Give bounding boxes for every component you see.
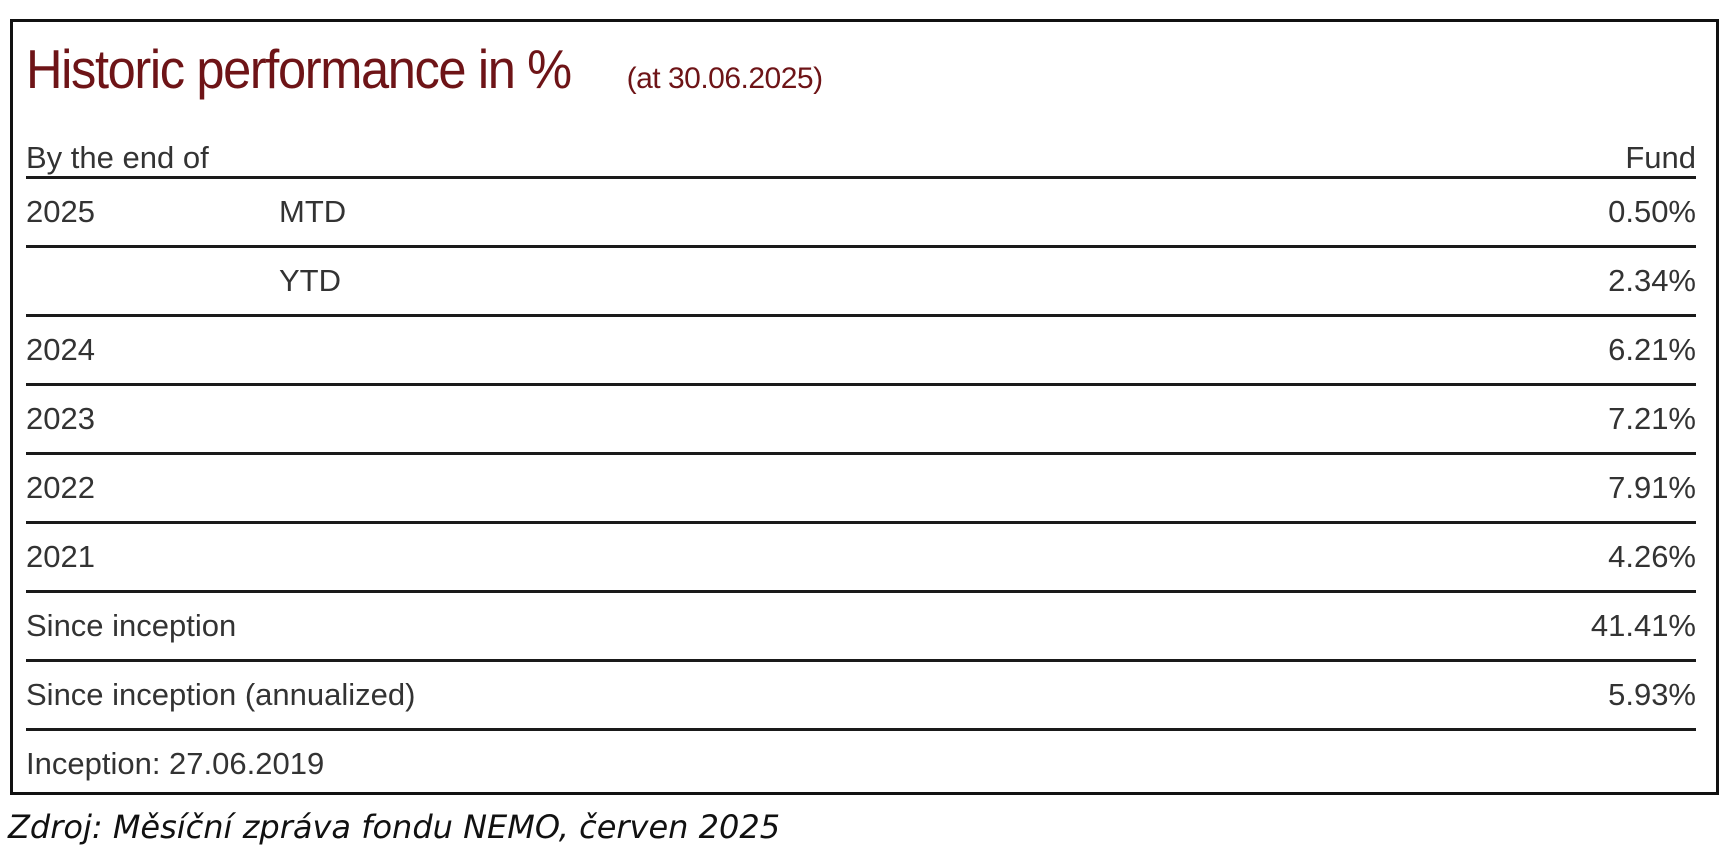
panel-title: Historic performance in % (at 30.06.2025… xyxy=(26,42,823,104)
row-value: 5.93% xyxy=(1608,677,1696,712)
row-label: Since inception (annualized) xyxy=(26,677,416,712)
table-header-row: By the end of Fund xyxy=(26,122,1696,179)
performance-table: By the end of Fund 2025 MTD 0.50% YTD 2.… xyxy=(26,122,1696,797)
row-label: 2022 xyxy=(26,470,95,505)
row-sublabel: MTD xyxy=(279,194,347,229)
row-sublabel: YTD xyxy=(279,263,341,298)
table-row: Since inception 41.41% xyxy=(26,593,1696,662)
table-row: 2025 MTD 0.50% xyxy=(26,179,1696,248)
table-row: 2022 7.91% xyxy=(26,455,1696,524)
row-label: 2021 xyxy=(26,539,95,574)
row-value: 4.26% xyxy=(1608,539,1696,574)
row-label: 2025 xyxy=(26,194,95,229)
table-footer-row: Inception: 27.06.2019 xyxy=(26,731,1696,797)
header-value: Fund xyxy=(1625,140,1696,175)
header-label: By the end of xyxy=(26,140,209,175)
title-main: Historic performance in % xyxy=(26,38,572,100)
table-row: Since inception (annualized) 5.93% xyxy=(26,662,1696,731)
inception-date: Inception: 27.06.2019 xyxy=(26,746,325,781)
source-caption: Zdroj: Měsíční zpráva fondu NEMO, červen… xyxy=(8,808,781,846)
table-row: YTD 2.34% xyxy=(26,248,1696,317)
row-label: Since inception xyxy=(26,608,237,643)
title-date: (at 30.06.2025) xyxy=(626,62,823,95)
row-value: 41.41% xyxy=(1590,608,1696,643)
row-value: 7.21% xyxy=(1608,401,1696,436)
table-row: 2024 6.21% xyxy=(26,317,1696,386)
row-value: 0.50% xyxy=(1608,194,1696,229)
row-value: 7.91% xyxy=(1608,470,1696,505)
table-row: 2023 7.21% xyxy=(26,386,1696,455)
row-value: 2.34% xyxy=(1608,263,1696,298)
performance-panel: Historic performance in % (at 30.06.2025… xyxy=(10,19,1719,795)
row-value: 6.21% xyxy=(1608,332,1696,367)
row-label: 2023 xyxy=(26,401,95,436)
row-label: 2024 xyxy=(26,332,95,367)
table-row: 2021 4.26% xyxy=(26,524,1696,593)
